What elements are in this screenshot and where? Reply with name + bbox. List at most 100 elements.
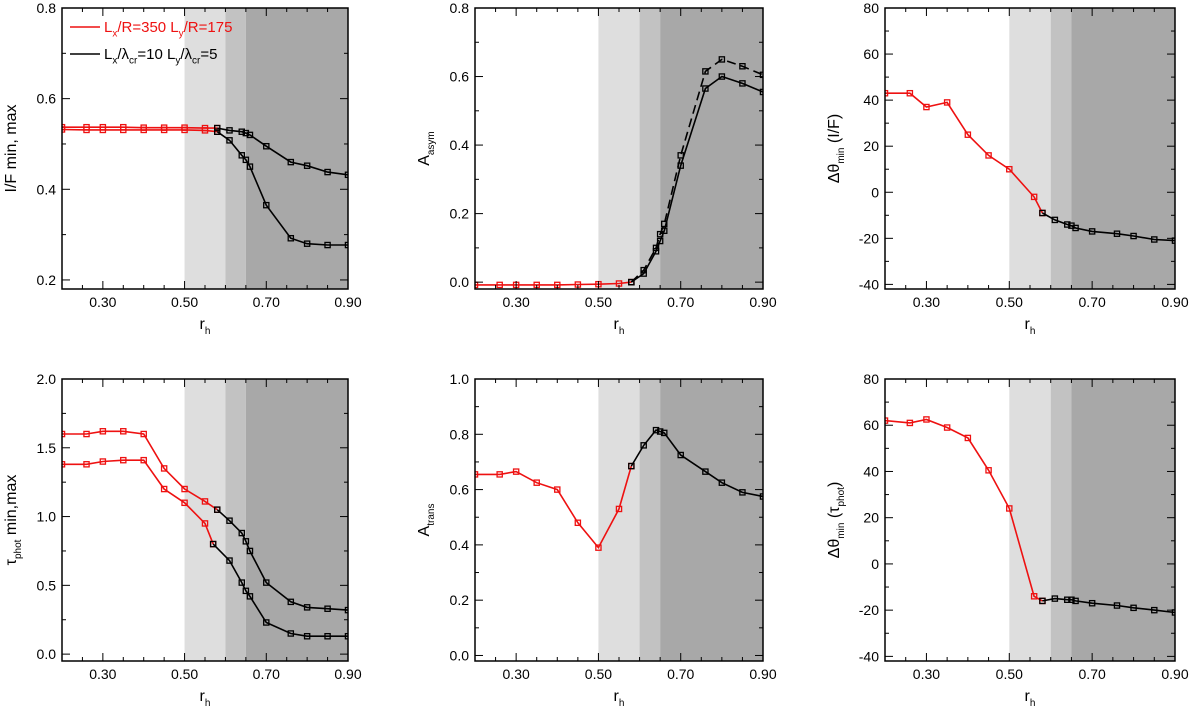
shade-region-light — [1009, 379, 1051, 661]
label-subscript: trans — [426, 504, 437, 526]
label-subscript: h — [619, 326, 625, 337]
data-point-marker — [238, 529, 246, 537]
y-tick-label: 0.0 — [37, 646, 57, 662]
y-tick-label: 80 — [863, 371, 879, 387]
series-line — [62, 459, 214, 545]
data-point-marker — [201, 498, 209, 505]
data-point-marker — [120, 428, 127, 435]
x-tick-label: 0.70 — [667, 294, 694, 310]
label-part: (τ — [826, 506, 843, 523]
label-part: Δθ — [826, 539, 843, 559]
x-axis-label: rh — [1025, 688, 1036, 709]
data-point-marker — [943, 424, 951, 431]
series-line — [630, 429, 763, 498]
data-point-marker — [677, 152, 684, 159]
data-point-marker — [83, 430, 90, 438]
data-point-marker — [759, 71, 763, 79]
x-tick-label: 0.70 — [667, 666, 694, 682]
x-axis-label: rh — [200, 688, 211, 709]
data-point-marker — [475, 471, 479, 478]
data-point-marker — [656, 428, 664, 435]
x-tick-label: 0.50 — [996, 294, 1023, 310]
data-point-marker — [964, 131, 972, 138]
x-axis-label: rh — [614, 316, 625, 337]
data-point-marker — [964, 434, 972, 442]
x-axis-label: rh — [200, 316, 211, 337]
label-subscript: x — [112, 56, 117, 67]
data-point-marker — [324, 241, 331, 249]
data-point-marker — [238, 152, 246, 159]
y-tick-label: 0.8 — [450, 426, 470, 442]
label-part: r — [614, 688, 620, 705]
shade-region-dark — [245, 379, 348, 661]
series-line — [475, 281, 632, 286]
series-line — [630, 75, 763, 283]
label-part: (I/F) — [826, 114, 843, 148]
panel-6: 0.30 0.50 0.70 0.90 -40 -20 0 20 40 60 80 rh Δθmin (… — [826, 371, 1189, 709]
data-point-marker — [263, 201, 270, 209]
label-part: ) — [826, 482, 843, 487]
series-4 — [209, 540, 348, 640]
label-part: L — [104, 19, 112, 36]
label-subscript: min — [836, 148, 847, 164]
x-tick-label: 0.90 — [749, 294, 776, 310]
data-point-marker — [226, 127, 233, 134]
data-point-marker — [242, 129, 250, 137]
data-point-marker — [181, 485, 188, 493]
y-tick-label: 0.2 — [37, 272, 57, 288]
data-point-marker — [595, 544, 602, 551]
y-tick-label: 0.6 — [450, 69, 470, 85]
series-line — [885, 418, 1043, 602]
x-tick-label: 0.90 — [334, 666, 361, 682]
y-tick-label: 60 — [863, 46, 879, 62]
data-point-marker — [615, 505, 623, 513]
x-tick-label: 0.50 — [171, 666, 198, 682]
x-tick-label: 0.70 — [253, 666, 280, 682]
x-tick-label: 0.90 — [1161, 666, 1188, 682]
data-point-marker — [906, 89, 914, 97]
y-tick-label: 1.0 — [450, 371, 470, 387]
data-point-marker — [1068, 596, 1075, 603]
shade-region-dark — [660, 379, 763, 661]
data-point-marker — [1006, 165, 1013, 173]
series-line — [62, 430, 218, 511]
shade-region-dark — [245, 8, 348, 289]
data-point-marker — [661, 220, 668, 228]
data-point-marker — [628, 278, 635, 286]
series-line — [630, 58, 763, 283]
data-point-marker — [201, 520, 209, 527]
label-part: r — [1025, 688, 1031, 705]
shade-region-light — [184, 8, 226, 289]
panel-2: 0.30 0.50 0.70 0.90 0.0 0.2 0.4 0.6 0.8 rh Aasym — [416, 0, 777, 337]
data-point-marker — [287, 158, 295, 166]
data-point-marker — [140, 126, 147, 134]
data-point-marker — [324, 632, 331, 640]
data-point-marker — [923, 416, 930, 423]
series-line — [217, 127, 348, 176]
panel-3: 0.30 0.50 0.70 0.90 -40 -20 0 20 40 60 80 rh Δθmin (… — [826, 0, 1189, 337]
data-point-marker — [702, 468, 709, 475]
data-point-marker — [661, 429, 668, 437]
data-point-marker — [238, 128, 246, 135]
data-point-marker — [99, 428, 107, 435]
label-part: =10 L — [137, 46, 175, 63]
label-subscript: h — [205, 326, 211, 337]
x-tick-label: 0.30 — [913, 666, 940, 682]
shade-region-light — [1009, 8, 1051, 289]
series-2 — [1039, 209, 1175, 244]
label-subscript: phot — [836, 487, 847, 507]
x-tick-label: 0.30 — [89, 294, 116, 310]
y-tick-label: 0.0 — [450, 647, 470, 663]
data-point-marker — [303, 162, 311, 169]
y-tick-label: 40 — [863, 463, 879, 479]
y-tick-label: 0 — [871, 184, 879, 200]
label-subscript: h — [619, 698, 625, 709]
series-line — [885, 92, 1044, 214]
x-tick-label: 0.70 — [1079, 294, 1106, 310]
y-tick-label: 60 — [863, 417, 879, 433]
y-tick-label: 0.6 — [450, 482, 470, 498]
data-point-marker — [160, 465, 168, 472]
legend-entry-1: Lx/R=350 Ly/R=175 — [104, 19, 232, 40]
